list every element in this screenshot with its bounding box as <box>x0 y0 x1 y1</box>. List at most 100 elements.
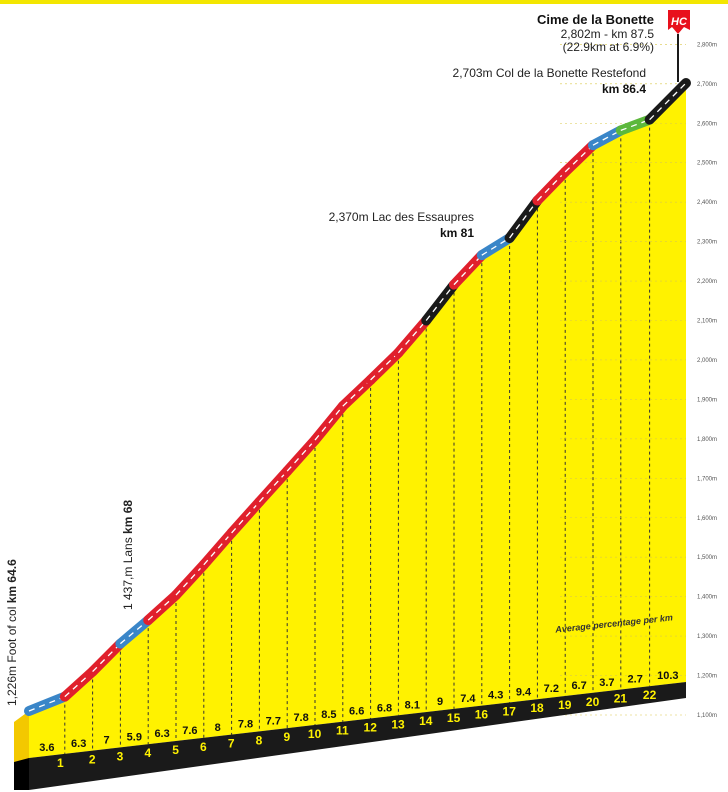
road-centre-line <box>481 237 510 256</box>
y-axis-ticks: 1,100m 1,200m 1,300m 1,400m 1,500m 1,600m 1,70… <box>697 42 717 719</box>
road-centre-line <box>231 501 260 534</box>
km-label: 1 <box>57 756 64 770</box>
km-label: 2 <box>89 753 96 767</box>
foot-label: 1,226m Foot of col km 64.6 <box>5 559 19 706</box>
top-accent-line <box>0 0 728 4</box>
km-label: 9 <box>283 730 290 744</box>
gradient-label: 8 <box>215 722 221 734</box>
gradient-label: 6.3 <box>154 728 169 740</box>
gradient-label: 7 <box>103 735 109 747</box>
gradient-label: 7.8 <box>293 712 308 724</box>
km-label: 22 <box>643 688 657 702</box>
y-tick-label: 1,200m <box>697 674 717 680</box>
km-label: 4 <box>144 746 151 760</box>
gradient-label: 7.2 <box>544 683 559 695</box>
km-label: 12 <box>364 721 378 735</box>
km-label: 21 <box>614 692 628 706</box>
y-tick-label: 1,300m <box>697 634 717 640</box>
road-segment <box>143 590 181 626</box>
km-label: 3 <box>117 749 124 763</box>
gradient-label: 7.4 <box>460 693 476 705</box>
road-centre-line <box>175 564 205 596</box>
road-segment <box>87 638 126 677</box>
gradient-label: 9 <box>437 696 443 708</box>
y-tick-label: 2,500m <box>697 161 717 167</box>
gradient-label: 8.1 <box>405 699 420 711</box>
road-centre-line <box>592 129 622 146</box>
road-segment <box>59 666 98 702</box>
y-tick-label: 2,800m <box>697 42 717 48</box>
gradient-label: 3.6 <box>39 742 54 754</box>
km-label: 20 <box>586 695 600 709</box>
road-segment <box>115 615 154 649</box>
gradient-label: 6.8 <box>377 703 392 715</box>
road-centre-line <box>314 405 344 441</box>
y-tick-label: 1,400m <box>697 595 717 601</box>
gradient-label: 6.3 <box>71 738 86 750</box>
road-segment <box>337 374 376 412</box>
road-centre-line <box>286 439 316 472</box>
road-centre-line <box>620 119 650 132</box>
y-tick-label: 1,700m <box>697 476 717 482</box>
y-tick-label: 2,400m <box>697 200 717 206</box>
road-segment <box>560 140 598 177</box>
restefond-label: 2,703m Col de la Bonette Restefond <box>453 66 646 80</box>
profile-area <box>29 83 686 758</box>
km-label: 10 <box>308 727 322 741</box>
y-tick-label: 1,600m <box>697 516 717 522</box>
summit-detail: 2,802m - km 87.5 <box>561 27 655 41</box>
gradient-label: 8.5 <box>321 709 336 721</box>
gradient-label: 3.7 <box>599 677 614 689</box>
hc-flag-icon: HC <box>668 10 690 82</box>
gradient-label: 9.4 <box>516 686 532 698</box>
restefond-km: km 86.4 <box>602 82 646 96</box>
km-label: 6 <box>200 740 207 754</box>
essaupres-label: 2,370m Lac des Essaupres <box>329 210 474 224</box>
lans-label: 1 437,m Lans km 68 <box>121 500 135 610</box>
road-centre-line <box>509 200 538 239</box>
road-centre-line <box>649 82 687 121</box>
y-tick-label: 2,700m <box>697 82 717 88</box>
summit-name: Cime de la Bonette <box>537 12 654 27</box>
y-tick-label: 2,100m <box>697 319 717 325</box>
grid-lines: 3.6 6.3 7 5.9 6.3 7.6 8 7.8 7.7 7.8 8.5 6.6 6.8 8.1 9 7… <box>39 44 686 754</box>
km-label: 16 <box>475 708 489 722</box>
y-tick-label: 1,500m <box>697 555 717 561</box>
km-band-bar <box>29 682 686 790</box>
km-label: 5 <box>172 743 179 757</box>
gradient-label: 7.6 <box>182 725 197 737</box>
y-tick-label: 2,600m <box>697 121 717 127</box>
gradient-label: 6.6 <box>349 706 364 718</box>
km-label: 8 <box>256 733 263 747</box>
gradient-label: 10.3 <box>657 670 678 682</box>
road-centre-line <box>203 532 233 566</box>
y-tick-label: 1,800m <box>697 437 717 443</box>
road-segment <box>365 347 404 385</box>
gradient-label: 7.7 <box>266 715 281 727</box>
road-centre-line <box>397 320 427 354</box>
km-label: 7 <box>228 737 235 751</box>
y-tick-label: 1,900m <box>697 397 717 403</box>
road-centre-line <box>258 470 288 503</box>
gradient-label: 5.9 <box>127 731 142 743</box>
climb-category: HC <box>671 16 688 28</box>
road-centre-line <box>425 284 455 321</box>
km-band-side <box>14 758 29 790</box>
gradient-label: 4.3 <box>488 690 503 702</box>
summit-stats: (22.9km at 6.9%) <box>563 40 654 54</box>
y-tick-label: 2,300m <box>697 240 717 246</box>
y-tick-label: 2,000m <box>697 358 717 364</box>
road-centre-line <box>453 254 483 286</box>
km-label: 18 <box>530 701 544 715</box>
km-label: 13 <box>391 717 405 731</box>
km-label: 15 <box>447 711 461 725</box>
road-centre-line <box>536 171 566 202</box>
y-tick-label: 2,200m <box>697 279 717 285</box>
km-label: 19 <box>558 698 572 712</box>
gradient-label: 6.7 <box>571 680 586 692</box>
y-tick-label: 1,100m <box>697 713 717 719</box>
gradient-road <box>24 78 691 716</box>
gradient-label: 7.8 <box>238 719 253 731</box>
km-band: 1 2 3 4 5 6 7 8 9 10 11 12 13 14 15 16 17 18 19 20 21 22 <box>14 682 686 790</box>
